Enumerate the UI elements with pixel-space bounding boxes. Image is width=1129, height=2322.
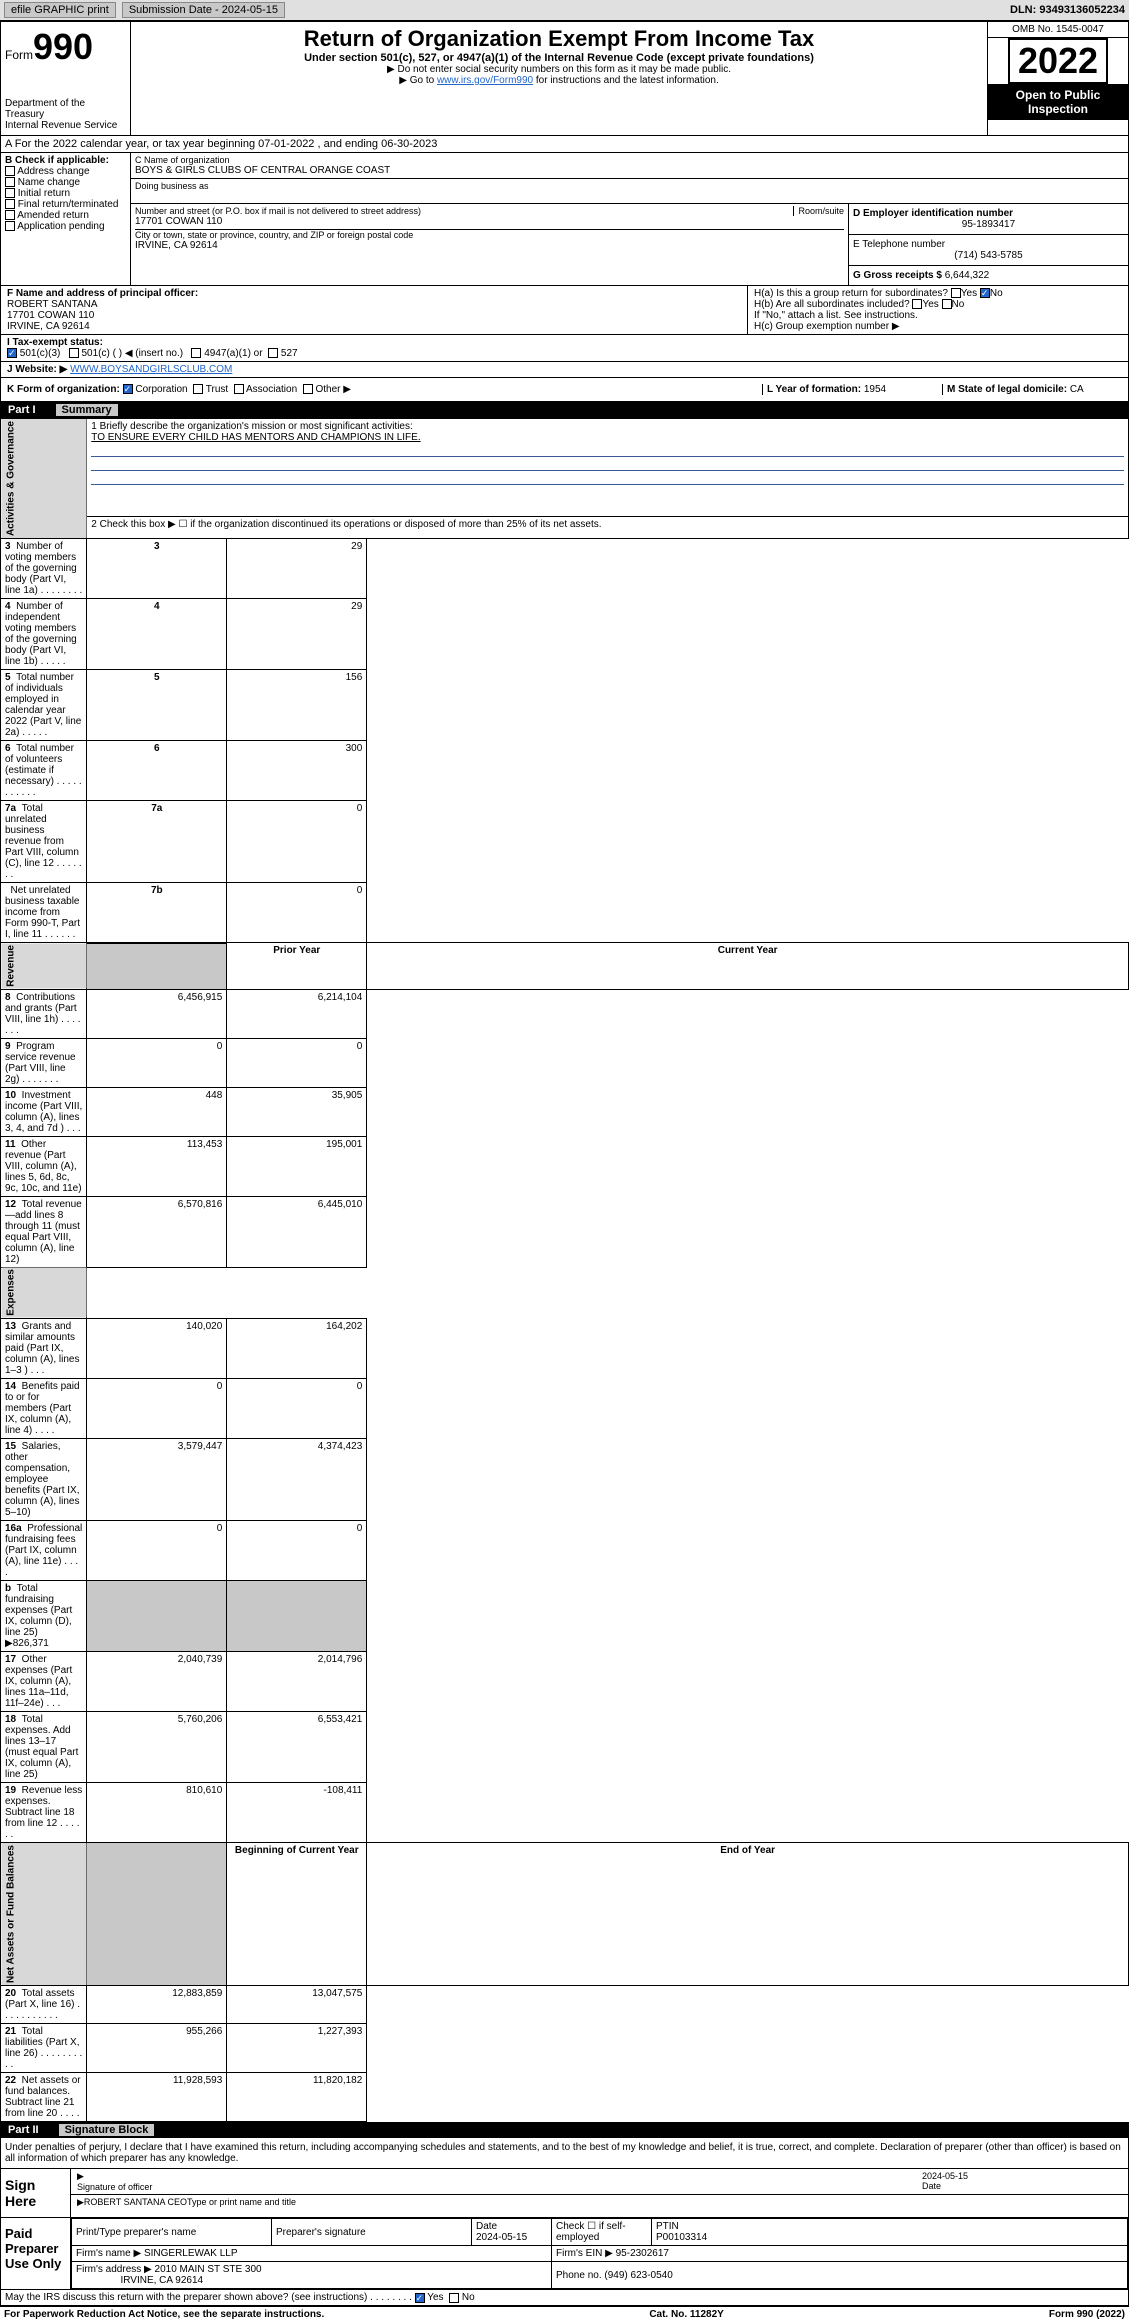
phone-value: (714) 543-5785: [853, 250, 1124, 261]
hdr-prior: Prior Year: [227, 943, 367, 990]
opt-4947[interactable]: 4947(a)(1) or: [204, 348, 262, 359]
firm-ein: 95-2302617: [616, 2248, 669, 2259]
irs-label: Internal Revenue Service: [5, 120, 126, 131]
opt-assoc[interactable]: Association: [246, 384, 297, 395]
part2-header: Part II Signature Block: [0, 2122, 1129, 2138]
self-employed-check[interactable]: Check ☐ if self-employed: [552, 2219, 652, 2246]
governance-label: Activities & Governance: [1, 419, 87, 539]
officer-name: ROBERT SANTANA: [7, 299, 741, 310]
sig-intro: Under penalties of perjury, I declare th…: [1, 2138, 1128, 2169]
opt-527[interactable]: 527: [281, 348, 298, 359]
form-word: Form: [5, 48, 33, 62]
line1-label: 1 Briefly describe the organization's mi…: [91, 421, 1124, 432]
chk-final-return[interactable]: Final return/terminated: [18, 199, 119, 210]
omb-number: OMB No. 1545-0047: [988, 22, 1128, 38]
paid-preparer-label: Paid Preparer Use Only: [1, 2218, 71, 2289]
section-a-tax-year: A For the 2022 calendar year, or tax yea…: [0, 136, 1129, 153]
ein-value: 95-1893417: [853, 219, 1124, 230]
firm-phone: (949) 623-0540: [604, 2270, 672, 2281]
footer-right: Form 990 (2022): [1049, 2309, 1125, 2320]
addr-label: Number and street (or P.O. box if mail i…: [135, 206, 793, 216]
gross-receipts-label: G Gross receipts $: [853, 270, 942, 281]
form-subtitle: Under section 501(c), 527, or 4947(a)(1)…: [135, 52, 983, 64]
form-title: Return of Organization Exempt From Incom…: [135, 26, 983, 52]
instr-ssn: ▶ Do not enter social security numbers o…: [135, 64, 983, 75]
page-footer: For Paperwork Reduction Act Notice, see …: [0, 2306, 1129, 2322]
revenue-label: Revenue: [1, 943, 87, 990]
section-b-label: B Check if applicable:: [5, 155, 126, 166]
firm-addr: 2010 MAIN ST STE 300: [155, 2264, 262, 2275]
officer-printed-name: ROBERT SANTANA CEO: [84, 2197, 187, 2208]
opt-corp[interactable]: Corporation: [135, 384, 187, 395]
instr-link: ▶ Go to www.irs.gov/Form990 for instruct…: [135, 75, 983, 86]
officer-addr: 17701 COWAN 110: [7, 310, 741, 321]
public-inspection: Open to Public Inspection: [988, 84, 1128, 120]
discuss-question: May the IRS discuss this return with the…: [5, 2292, 412, 2303]
officer-city: IRVINE, CA 92614: [7, 321, 741, 332]
state-domicile: CA: [1070, 384, 1084, 395]
mission-text: TO ENSURE EVERY CHILD HAS MENTORS AND CH…: [91, 432, 1124, 443]
dln: DLN: 93493136052234: [1010, 4, 1125, 16]
opt-other[interactable]: Other ▶: [315, 384, 350, 395]
chk-name-change[interactable]: Name change: [18, 177, 80, 188]
dba-label: Doing business as: [135, 181, 1124, 191]
hdr-current: Current Year: [367, 943, 1129, 990]
preparer-table: Print/Type preparer's name Preparer's si…: [71, 2218, 1128, 2289]
section-k-l-m: K Form of organization: Corporation Trus…: [0, 378, 1129, 402]
opt-501c[interactable]: 501(c) ( ) ◀ (insert no.): [81, 348, 183, 359]
sections-b-through-g: B Check if applicable: Address change Na…: [0, 153, 1129, 286]
summary-table: Activities & Governance 1 Briefly descri…: [0, 418, 1129, 2122]
firm-name: SINGERLEWAK LLP: [144, 2248, 238, 2259]
ptin-value: P00103314: [656, 2232, 707, 2243]
dept-treasury: Department of the Treasury: [5, 98, 126, 120]
part1-header: Part I Summary: [0, 402, 1129, 418]
opt-trust[interactable]: Trust: [206, 384, 228, 395]
chk-application-pending[interactable]: Application pending: [17, 221, 104, 232]
street-address: 17701 COWAN 110: [135, 216, 844, 227]
website-link[interactable]: WWW.BOYSANDGIRLSCLUB.COM: [70, 364, 232, 375]
gross-receipts-value: 6,644,322: [945, 270, 990, 281]
year-formation: 1954: [864, 384, 886, 395]
ha-label: H(a) Is this a group return for subordin…: [754, 288, 948, 299]
section-i-tax-status: I Tax-exempt status: 501(c)(3) 501(c) ( …: [0, 335, 1129, 362]
form-number: 990: [33, 26, 93, 67]
ein-label: D Employer identification number: [853, 208, 1124, 219]
hb-note: If "No," attach a list. See instructions…: [754, 310, 1122, 321]
firm-city: IRVINE, CA 92614: [120, 2275, 203, 2286]
sig-date: 2024-05-15: [922, 2171, 968, 2181]
hb-label: H(b) Are all subordinates included?: [754, 299, 910, 310]
chk-amended[interactable]: Amended return: [17, 210, 89, 221]
org-name: BOYS & GIRLS CLUBS OF CENTRAL ORANGE COA…: [135, 165, 1124, 176]
opt-501c3[interactable]: 501(c)(3): [20, 348, 61, 359]
room-label: Room/suite: [793, 206, 844, 216]
chk-initial-return[interactable]: Initial return: [18, 188, 70, 199]
line2: 2 Check this box ▶ ☐ if the organization…: [87, 516, 1129, 538]
prep-date: 2024-05-15: [476, 2232, 527, 2243]
top-bar: efile GRAPHIC print Submission Date - 20…: [0, 0, 1129, 21]
signature-block: Under penalties of perjury, I declare th…: [0, 2138, 1129, 2306]
footer-mid: Cat. No. 11282Y: [649, 2309, 723, 2320]
form-header: Form990 Department of the Treasury Inter…: [0, 21, 1129, 136]
netassets-label: Net Assets or Fund Balances: [1, 1843, 87, 1986]
chk-address-change[interactable]: Address change: [17, 166, 89, 177]
phone-label: E Telephone number: [853, 239, 1124, 250]
officer-label: F Name and address of principal officer:: [7, 288, 741, 299]
hdr-begin: Beginning of Current Year: [227, 1843, 367, 1986]
footer-left: For Paperwork Reduction Act Notice, see …: [4, 2309, 324, 2320]
tax-year: 2022: [1008, 38, 1108, 84]
section-j-website: J Website: ▶ WWW.BOYSANDGIRLSCLUB.COM: [0, 362, 1129, 378]
sign-here-label: Sign Here: [1, 2169, 71, 2217]
efile-button[interactable]: efile GRAPHIC print: [4, 2, 116, 18]
hdr-end: End of Year: [367, 1843, 1129, 1986]
city-state-zip: IRVINE, CA 92614: [135, 240, 844, 251]
city-label: City or town, state or province, country…: [135, 230, 844, 240]
submission-date: Submission Date - 2024-05-15: [122, 2, 285, 18]
section-f-h: F Name and address of principal officer:…: [0, 286, 1129, 335]
expenses-label: Expenses: [1, 1267, 87, 1319]
hc-label: H(c) Group exemption number ▶: [754, 321, 1122, 332]
name-label: C Name of organization: [135, 155, 1124, 165]
irs-link[interactable]: www.irs.gov/Form990: [437, 75, 533, 86]
